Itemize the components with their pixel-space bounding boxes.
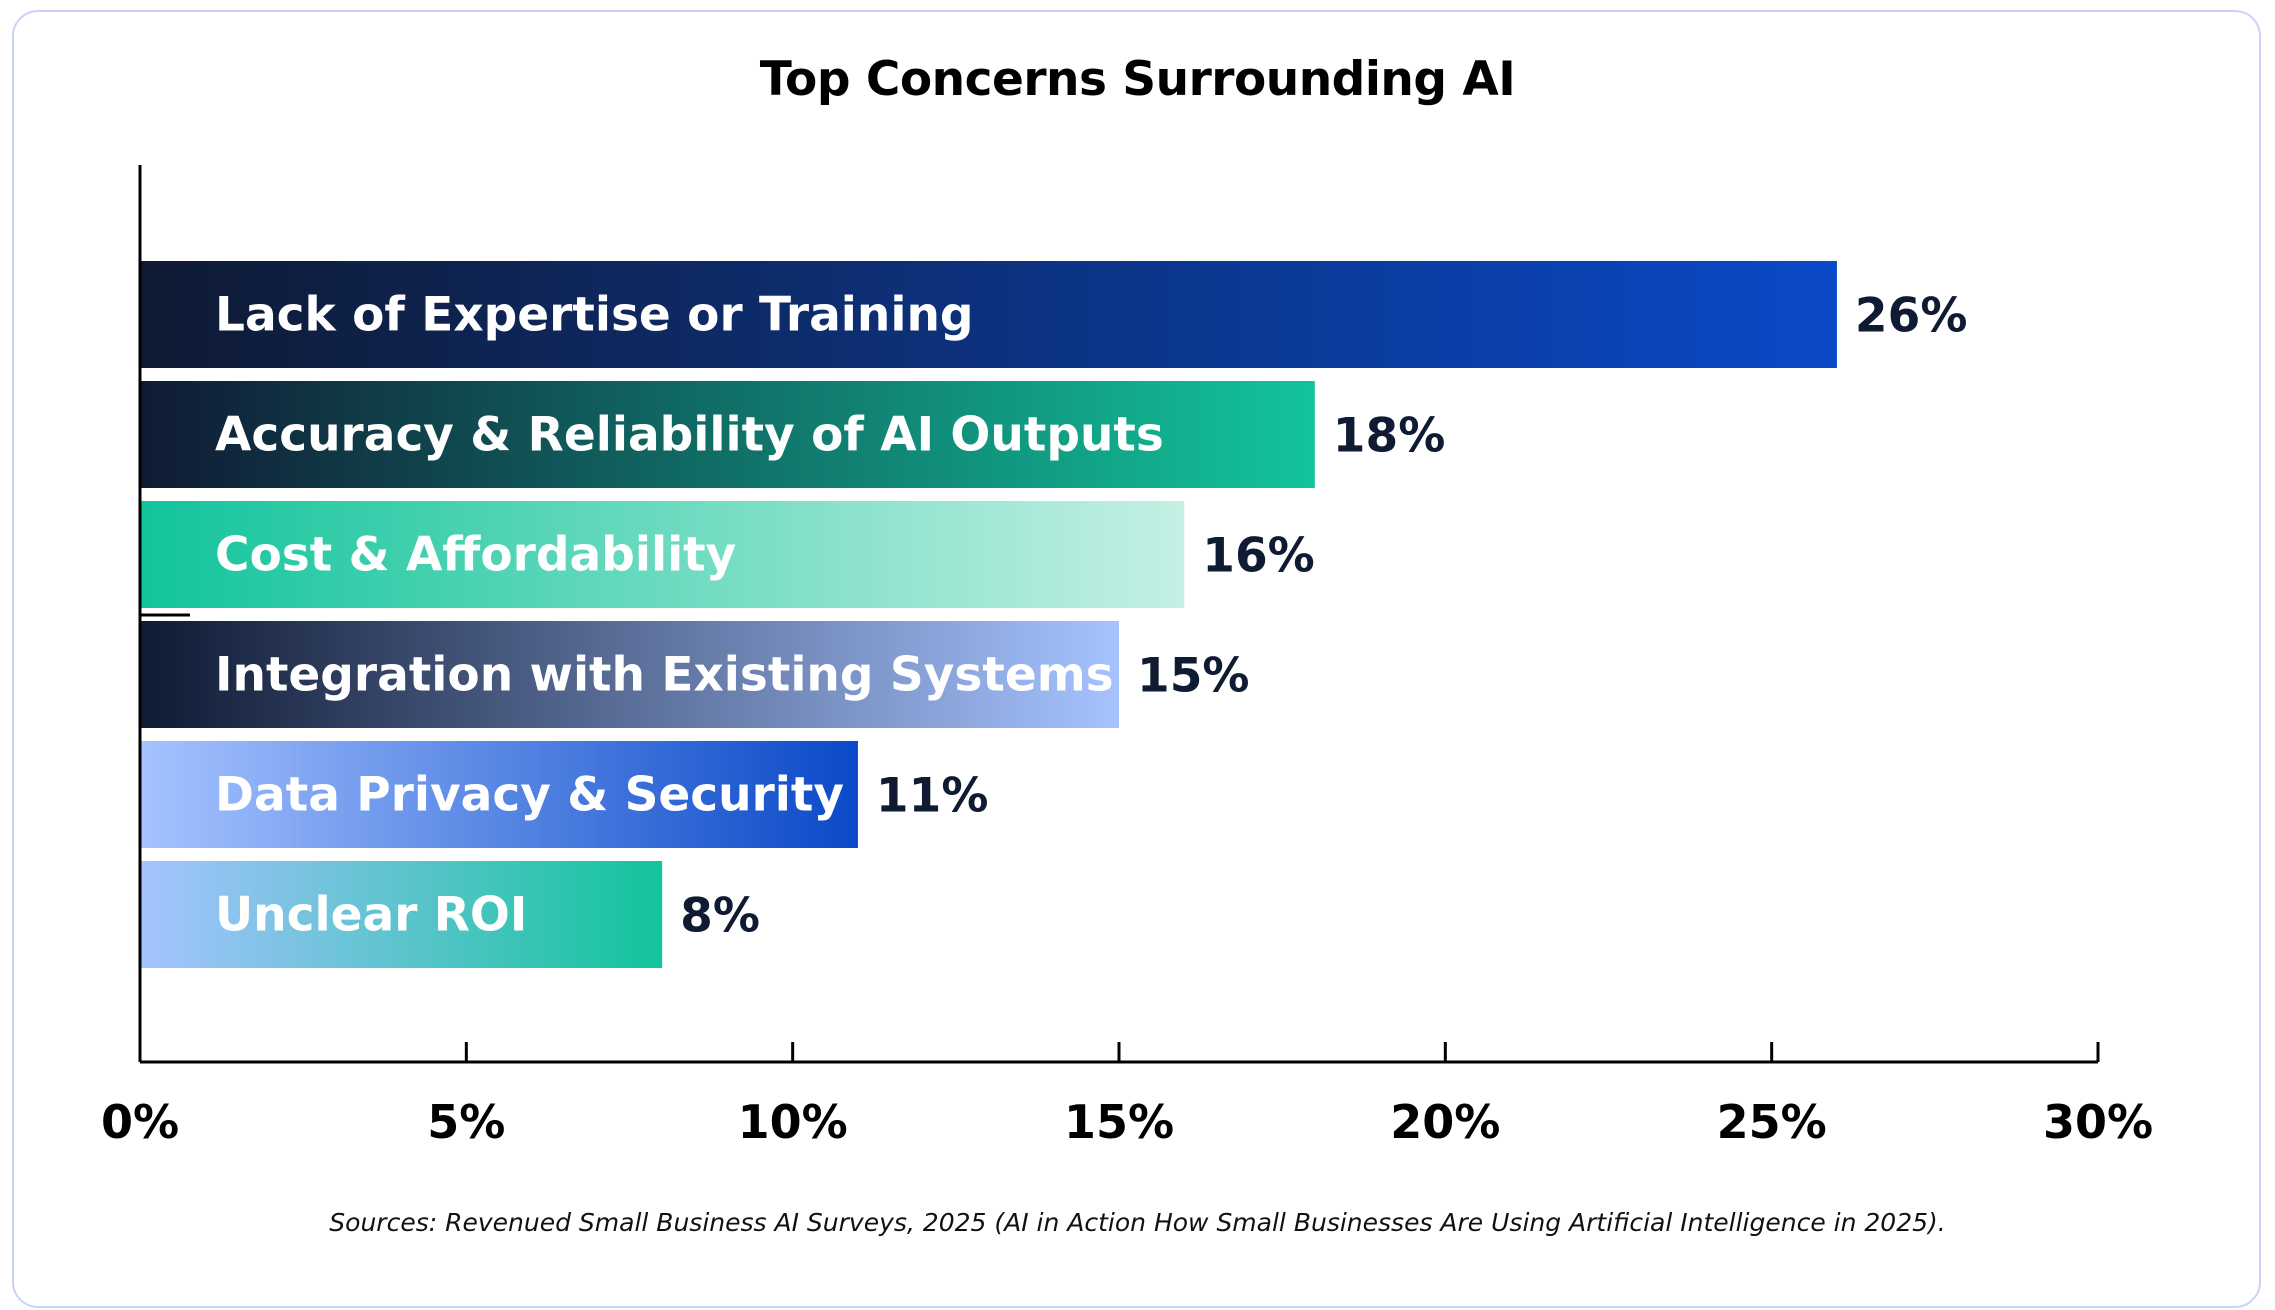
x-tick-label: 10% [738, 1095, 848, 1149]
bar-value-label: 15% [1137, 649, 1250, 704]
bar-5 [140, 741, 858, 848]
x-tick-label: 15% [1064, 1095, 1174, 1149]
bars-layer: Lack of Expertise or Training 26% Accuracy… [140, 261, 1967, 968]
bar-category-label: Lack of Expertise or Training [215, 288, 974, 343]
bar-value-label: 18% [1333, 409, 1446, 464]
bar-value-label: 16% [1202, 529, 1315, 584]
bar-value-label: 8% [680, 889, 760, 944]
chart-title: Top Concerns Surrounding AI [759, 52, 1516, 107]
bar-value-label: 11% [876, 769, 989, 824]
x-tick-label: 25% [1717, 1095, 1827, 1149]
bar-4 [140, 621, 1119, 728]
bar-1 [140, 261, 1837, 368]
x-tick-label: 20% [1390, 1095, 1500, 1149]
bar-category-label: Data Privacy & Security [215, 768, 844, 823]
bar-value-label: 26% [1855, 289, 1968, 344]
bar-category-label: Cost & Affordability [215, 528, 736, 583]
axes-layer: 0% 5% 10% 15% 20% 25% 30% [101, 165, 2153, 1149]
source-note: Sources: Revenued Small Business AI Surv… [329, 1208, 1946, 1237]
bar-category-label: Unclear ROI [215, 888, 527, 943]
bar-category-label: Accuracy & Reliability of AI Outputs [215, 408, 1164, 463]
bar-2 [140, 381, 1315, 488]
bar-3 [140, 501, 1185, 608]
bar-6 [140, 861, 663, 968]
bar-category-label: Integration with Existing Systems [215, 648, 1114, 703]
x-tick-label: 0% [101, 1095, 179, 1149]
x-tick-label: 5% [427, 1095, 505, 1149]
x-tick-label: 30% [2043, 1095, 2153, 1149]
